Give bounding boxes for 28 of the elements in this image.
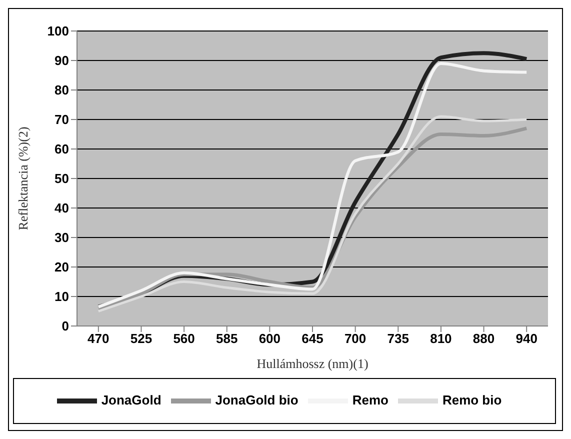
legend-label: Remo bio: [442, 392, 502, 408]
x-tick-label: 645: [302, 331, 324, 346]
y-tick-label: 90: [54, 53, 69, 68]
x-tick-label: 470: [88, 331, 110, 346]
x-tick-label: 735: [387, 331, 409, 346]
y-tick-label: 40: [54, 200, 69, 216]
x-tick-label: 600: [258, 331, 281, 346]
x-axis-title: Hullámhossz (nm)(1): [256, 356, 368, 371]
y-tick-label: 30: [54, 230, 69, 246]
x-tick-label: 880: [472, 331, 495, 346]
legend-label: JonaGold bio: [215, 392, 298, 408]
y-tick-label: 0: [62, 318, 69, 334]
y-tick-label: 80: [54, 82, 69, 98]
x-tick-label: 700: [344, 331, 366, 346]
y-tick-label: 60: [54, 142, 69, 157]
legend-label: JonaGold: [101, 392, 162, 408]
legend-label: Remo: [352, 392, 388, 408]
x-tick-label: 560: [173, 331, 195, 346]
y-tick-label: 50: [54, 171, 69, 186]
x-tick-label: 525: [130, 331, 152, 346]
y-tick-label: 100: [47, 24, 69, 39]
y-tick-label: 70: [54, 112, 69, 128]
y-tick-label: 10: [54, 289, 69, 304]
y-tick-label: 20: [54, 260, 69, 275]
x-tick-label: 810: [430, 331, 452, 346]
x-tick-label: 585: [216, 331, 238, 346]
x-tick-label: 940: [516, 331, 538, 346]
y-axis-title: Reflektancia (%)(2): [16, 126, 31, 230]
